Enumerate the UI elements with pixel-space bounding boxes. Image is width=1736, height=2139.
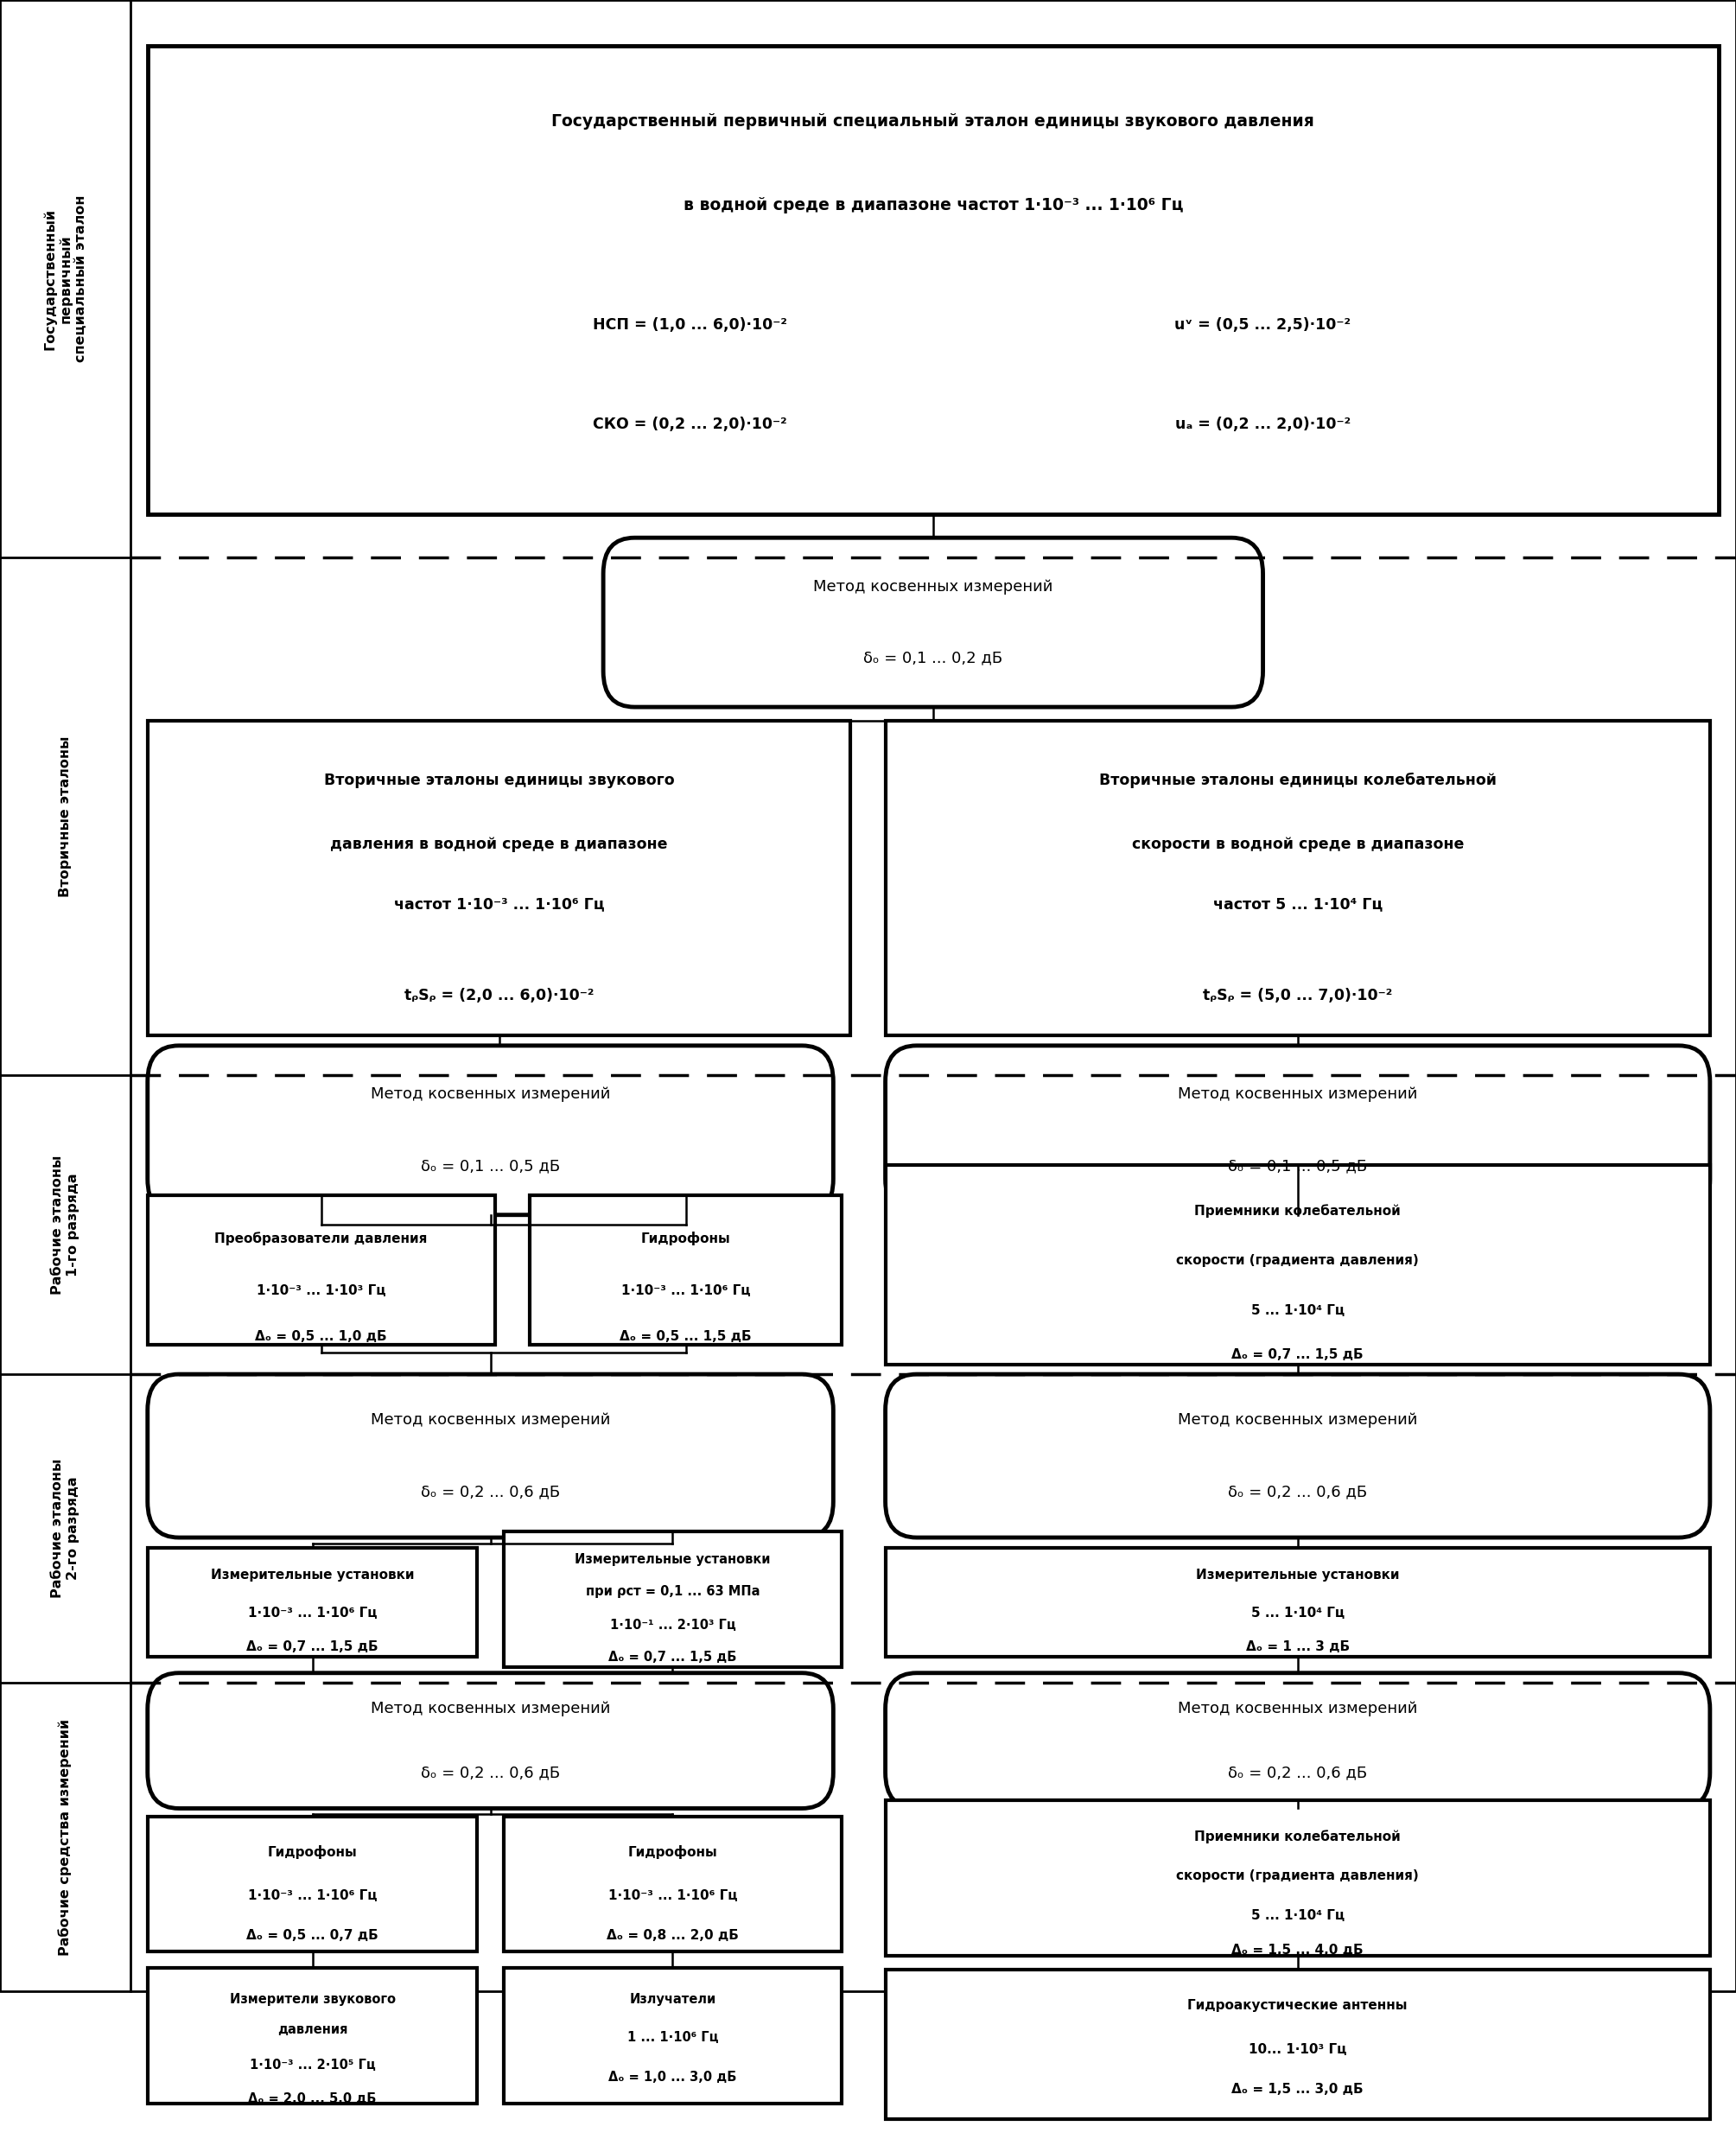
Text: δₒ = 0,2 ... 0,6 дБ: δₒ = 0,2 ... 0,6 дБ — [420, 1484, 561, 1499]
Text: Преобразователи давления: Преобразователи давления — [215, 1232, 427, 1245]
Text: uₐ = (0,2 ... 2,0)·10⁻²: uₐ = (0,2 ... 2,0)·10⁻² — [1175, 417, 1351, 432]
Bar — [885, 1970, 1710, 2120]
Bar — [503, 1816, 842, 1951]
Text: Метод косвенных измерений: Метод косвенных измерений — [812, 580, 1054, 595]
Text: Вторичные эталоны единицы звукового: Вторичные эталоны единицы звукового — [325, 772, 674, 789]
Text: Гидрофоны: Гидрофоны — [267, 1846, 358, 1859]
Text: скорости (градиента давления): скорости (градиента давления) — [1177, 1869, 1418, 1882]
Text: Рабочие эталоны
2-го разряда: Рабочие эталоны 2-го разряда — [50, 1459, 80, 1598]
Text: Излучатели: Излучатели — [630, 1994, 715, 2006]
Text: 5 ... 1·10⁴ Гц: 5 ... 1·10⁴ Гц — [1252, 1606, 1344, 1619]
Text: δₒ = 0,2 ... 0,6 дБ: δₒ = 0,2 ... 0,6 дБ — [420, 1765, 561, 1780]
Text: Δₒ = 0,5 ... 1,5 дБ: Δₒ = 0,5 ... 1,5 дБ — [620, 1330, 752, 1343]
FancyBboxPatch shape — [148, 1046, 833, 1215]
Text: Δₒ = 1,5 ... 4,0 дБ: Δₒ = 1,5 ... 4,0 дБ — [1233, 1944, 1363, 1957]
Text: 1·10⁻³ ... 1·10⁶ Гц: 1·10⁻³ ... 1·10⁶ Гц — [248, 1606, 377, 1619]
Text: δₒ = 0,2 ... 0,6 дБ: δₒ = 0,2 ... 0,6 дБ — [1227, 1484, 1368, 1499]
Text: δₒ = 0,2 ... 0,6 дБ: δₒ = 0,2 ... 0,6 дБ — [1227, 1765, 1368, 1780]
Bar — [529, 1196, 842, 1343]
Text: 1·10⁻³ ... 1·10⁶ Гц: 1·10⁻³ ... 1·10⁶ Гц — [248, 1889, 377, 1902]
Text: Метод косвенных измерений: Метод косвенных измерений — [1177, 1087, 1418, 1102]
Text: давления: давления — [278, 2023, 347, 2036]
Text: 1 ... 1·10⁶ Гц: 1 ... 1·10⁶ Гц — [627, 2030, 719, 2045]
Text: 5 ... 1·10⁴ Гц: 5 ... 1·10⁴ Гц — [1252, 1305, 1344, 1318]
Text: Δₒ = 0,5 ... 0,7 дБ: Δₒ = 0,5 ... 0,7 дБ — [247, 1929, 378, 1942]
Text: Δₒ = 1,5 ... 3,0 дБ: Δₒ = 1,5 ... 3,0 дБ — [1233, 2083, 1363, 2096]
Text: Рабочие эталоны
1-го разряда: Рабочие эталоны 1-го разряда — [50, 1155, 80, 1294]
FancyBboxPatch shape — [148, 1373, 833, 1538]
Text: частот 1·10⁻³ ... 1·10⁶ Гц: частот 1·10⁻³ ... 1·10⁶ Гц — [394, 896, 604, 911]
Text: δₒ = 0,1 ... 0,5 дБ: δₒ = 0,1 ... 0,5 дБ — [1227, 1159, 1368, 1174]
Text: 10... 1·10³ Гц: 10... 1·10³ Гц — [1248, 2043, 1347, 2056]
Text: Измерительные установки: Измерительные установки — [1196, 1568, 1399, 1583]
Text: НСП = (1,0 ... 6,0)·10⁻²: НСП = (1,0 ... 6,0)·10⁻² — [594, 317, 786, 332]
Bar — [148, 721, 851, 1035]
Text: Государственный первичный специальный эталон единицы звукового давления: Государственный первичный специальный эт… — [552, 113, 1314, 130]
Text: Метод косвенных измерений: Метод косвенных измерений — [1177, 1701, 1418, 1718]
Text: 1·10⁻³ ... 1·10⁶ Гц: 1·10⁻³ ... 1·10⁶ Гц — [621, 1283, 750, 1296]
Text: Метод косвенных измерений: Метод косвенных измерений — [370, 1087, 611, 1102]
Bar — [148, 1196, 495, 1343]
Text: Δₒ = 2,0 ... 5,0 дБ: Δₒ = 2,0 ... 5,0 дБ — [248, 2092, 377, 2105]
Text: Δₒ = 0,8 ... 2,0 дБ: Δₒ = 0,8 ... 2,0 дБ — [606, 1929, 740, 1942]
Text: Вторичные эталоны единицы колебательной: Вторичные эталоны единицы колебательной — [1099, 772, 1496, 789]
Bar — [885, 1801, 1710, 1955]
Text: Гидрофоны: Гидрофоны — [641, 1232, 731, 1245]
Bar — [148, 1816, 477, 1951]
Bar — [503, 1968, 842, 2103]
Text: δₒ = 0,1 ... 0,5 дБ: δₒ = 0,1 ... 0,5 дБ — [420, 1159, 561, 1174]
Bar — [885, 1546, 1710, 1658]
Text: tᵨSᵨ = (2,0 ... 6,0)·10⁻²: tᵨSᵨ = (2,0 ... 6,0)·10⁻² — [404, 988, 594, 1003]
Bar — [148, 1546, 477, 1658]
Text: Δₒ = 1,0 ... 3,0 дБ: Δₒ = 1,0 ... 3,0 дБ — [609, 2071, 736, 2083]
Text: Рабочие средства измерений: Рабочие средства измерений — [59, 1720, 71, 1955]
Bar — [503, 1532, 842, 1666]
Text: Измерительные установки: Измерительные установки — [210, 1568, 415, 1583]
Text: Приемники колебательной: Приемники колебательной — [1194, 1829, 1401, 1844]
Bar — [885, 1166, 1710, 1365]
Text: Метод косвенных измерений: Метод косвенных измерений — [1177, 1412, 1418, 1429]
Bar — [148, 45, 1719, 513]
Text: Δₒ = 0,7 ... 1,5 дБ: Δₒ = 0,7 ... 1,5 дБ — [1233, 1348, 1363, 1360]
Text: Δₒ = 1 ... 3 дБ: Δₒ = 1 ... 3 дБ — [1246, 1641, 1349, 1653]
Text: 1·10⁻³ ... 1·10³ Гц: 1·10⁻³ ... 1·10³ Гц — [257, 1283, 385, 1296]
FancyBboxPatch shape — [148, 1673, 833, 1807]
Text: Метод косвенных измерений: Метод косвенных измерений — [370, 1412, 611, 1429]
Text: tᵨSᵨ = (5,0 ... 7,0)·10⁻²: tᵨSᵨ = (5,0 ... 7,0)·10⁻² — [1203, 988, 1392, 1003]
Text: скорости (градиента давления): скорости (градиента давления) — [1177, 1253, 1418, 1266]
Text: Приемники колебательной: Приемники колебательной — [1194, 1204, 1401, 1217]
Text: 1·10⁻³ ... 1·10⁶ Гц: 1·10⁻³ ... 1·10⁶ Гц — [608, 1889, 738, 1902]
Bar — [885, 721, 1710, 1035]
Text: СКО = (0,2 ... 2,0)·10⁻²: СКО = (0,2 ... 2,0)·10⁻² — [594, 417, 786, 432]
FancyBboxPatch shape — [885, 1673, 1710, 1807]
Text: Вторичные эталоны: Вторичные эталоны — [59, 736, 71, 896]
Text: Государственный
первичный
специальный эталон: Государственный первичный специальный эт… — [43, 195, 87, 361]
Text: Метод косвенных измерений: Метод косвенных измерений — [370, 1701, 611, 1718]
FancyBboxPatch shape — [885, 1373, 1710, 1538]
Text: Гидрофоны: Гидрофоны — [628, 1846, 717, 1859]
Text: Гидроакустические антенны: Гидроакустические антенны — [1187, 2000, 1408, 2013]
Text: Измерители звукового: Измерители звукового — [229, 1994, 396, 2006]
Text: 5 ... 1·10⁴ Гц: 5 ... 1·10⁴ Гц — [1252, 1910, 1344, 1923]
Text: в водной среде в диапазоне частот 1·10⁻³ ... 1·10⁶ Гц: в водной среде в диапазоне частот 1·10⁻³… — [682, 197, 1184, 214]
Text: при ρст = 0,1 ... 63 МПа: при ρст = 0,1 ... 63 МПа — [585, 1585, 760, 1598]
FancyBboxPatch shape — [604, 537, 1264, 708]
Text: δₒ = 0,1 ... 0,2 дБ: δₒ = 0,1 ... 0,2 дБ — [863, 650, 1003, 665]
Text: Δₒ = 0,5 ... 1,0 дБ: Δₒ = 0,5 ... 1,0 дБ — [255, 1330, 387, 1343]
Text: Δₒ = 0,7 ... 1,5 дБ: Δₒ = 0,7 ... 1,5 дБ — [609, 1651, 736, 1664]
Text: Измерительные установки: Измерительные установки — [575, 1553, 771, 1566]
Text: Δₒ = 0,7 ... 1,5 дБ: Δₒ = 0,7 ... 1,5 дБ — [247, 1641, 378, 1653]
Bar — [148, 1968, 477, 2103]
Text: давления в водной среде в диапазоне: давления в водной среде в диапазоне — [330, 836, 668, 851]
Text: uᵛ = (0,5 ... 2,5)·10⁻²: uᵛ = (0,5 ... 2,5)·10⁻² — [1175, 317, 1351, 332]
Text: скорости в водной среде в диапазоне: скорости в водной среде в диапазоне — [1132, 836, 1463, 851]
Text: 1·10⁻¹ ... 2·10³ Гц: 1·10⁻¹ ... 2·10³ Гц — [609, 1619, 736, 1632]
Text: 1·10⁻³ ... 2·10⁵ Гц: 1·10⁻³ ... 2·10⁵ Гц — [250, 2060, 375, 2073]
Text: частот 5 ... 1·10⁴ Гц: частот 5 ... 1·10⁴ Гц — [1213, 896, 1382, 911]
FancyBboxPatch shape — [885, 1046, 1710, 1215]
